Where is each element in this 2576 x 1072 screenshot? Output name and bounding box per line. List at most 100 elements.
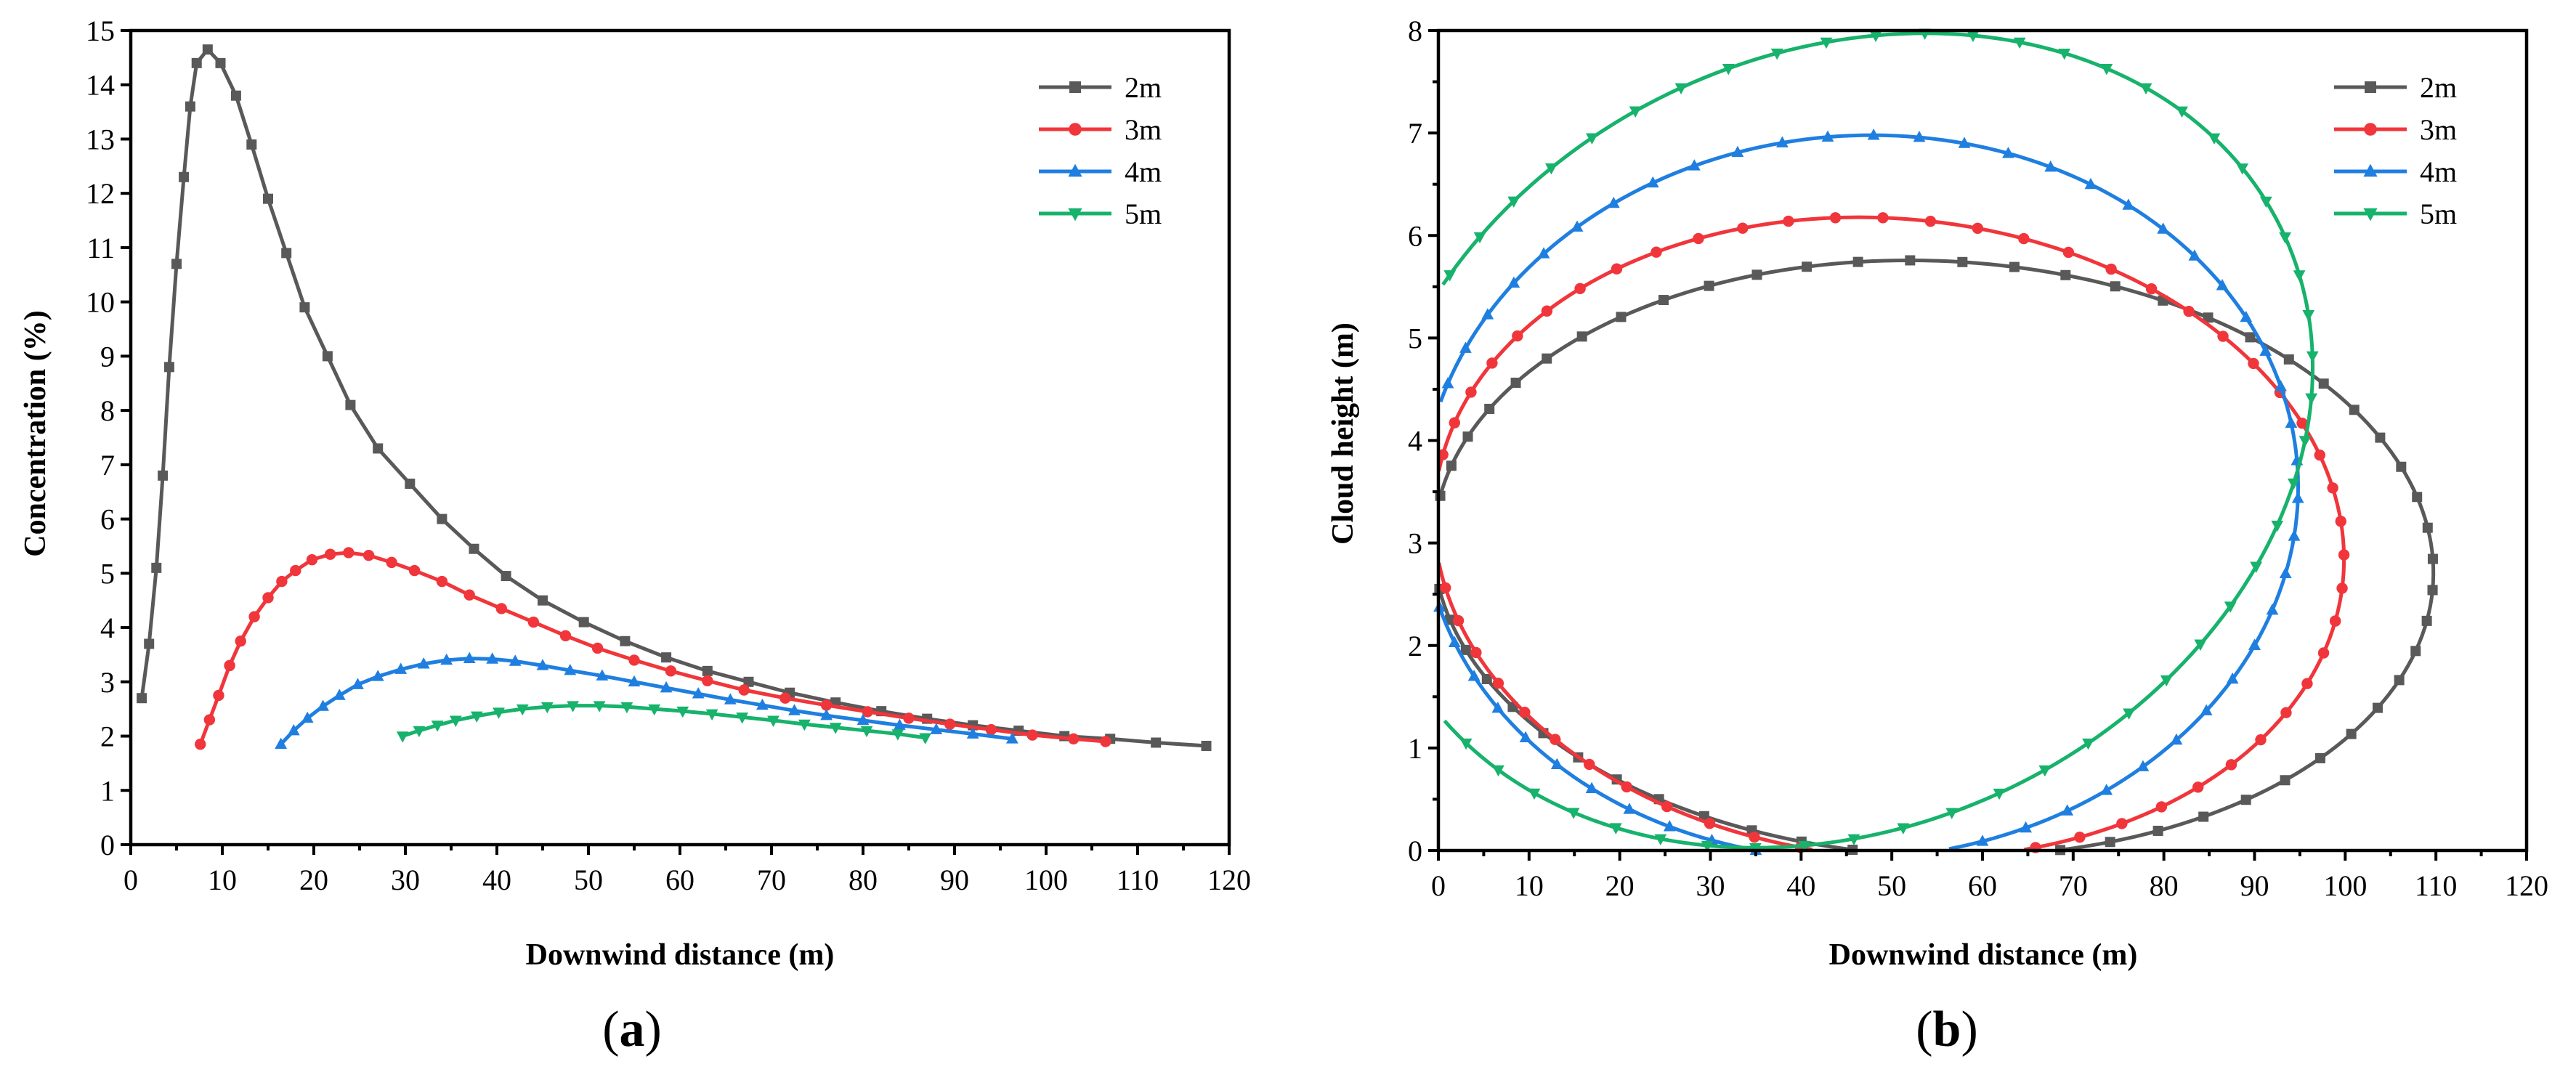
data-point-5m bbox=[705, 709, 718, 720]
data-point-4m bbox=[333, 689, 346, 700]
data-point-5m bbox=[1701, 840, 1714, 853]
data-point-3m bbox=[2336, 582, 2348, 594]
data-point-5m bbox=[860, 726, 873, 738]
data-point-4m bbox=[930, 723, 943, 734]
data-point-5m bbox=[2305, 393, 2318, 405]
data-point-3m bbox=[1068, 733, 1080, 744]
y-tick-label: 2 bbox=[100, 720, 115, 753]
data-point-3m bbox=[628, 654, 640, 666]
legend-label-2m: 2m bbox=[1125, 71, 1162, 104]
data-point-5m bbox=[2298, 436, 2312, 447]
data-point-4m bbox=[966, 727, 979, 739]
data-point-3m bbox=[2074, 832, 2086, 843]
data-point-2m bbox=[2396, 461, 2407, 472]
data-point-3m bbox=[2329, 615, 2341, 627]
series-line-5m bbox=[1441, 31, 2315, 646]
data-point-5m bbox=[1609, 823, 1622, 835]
y-tick-label: 1 bbox=[1408, 732, 1422, 765]
data-point-3m bbox=[436, 575, 448, 588]
data-point-2m bbox=[345, 399, 356, 410]
data-point-2m bbox=[1151, 737, 1162, 748]
data-point-3m bbox=[2155, 801, 2168, 813]
data-point-5m bbox=[2123, 708, 2135, 720]
data-point-4m bbox=[2275, 380, 2287, 391]
data-point-2m bbox=[2009, 261, 2020, 272]
data-point-5m bbox=[2224, 601, 2237, 613]
data-point-2m bbox=[1616, 312, 1627, 322]
data-point-3m bbox=[1026, 729, 1038, 741]
x-tick-label: 40 bbox=[482, 864, 511, 896]
data-point-3m bbox=[985, 723, 997, 736]
legend: 2m 3m 4m 5m bbox=[2334, 71, 2457, 230]
x-tick-label: 100 bbox=[1024, 864, 1068, 896]
data-point-3m bbox=[1449, 417, 1460, 429]
data-point-4m bbox=[894, 718, 906, 730]
caption-letter: b bbox=[1933, 1002, 1961, 1057]
data-point-3m bbox=[2018, 232, 2030, 245]
data-point-4m bbox=[486, 652, 499, 664]
data-point-5m bbox=[2082, 738, 2094, 750]
data-point-4m bbox=[394, 662, 408, 674]
data-point-3m bbox=[235, 636, 246, 647]
data-point-5m bbox=[2194, 639, 2207, 651]
data-point-2m bbox=[171, 259, 182, 269]
data-point-5m bbox=[767, 715, 779, 727]
data-point-2m bbox=[2375, 432, 2386, 443]
x-tick-label: 20 bbox=[1605, 869, 1635, 902]
data-point-2m bbox=[1751, 269, 1762, 280]
data-point-4m bbox=[1068, 163, 1082, 177]
data-point-4m bbox=[2279, 567, 2292, 579]
data-point-4m bbox=[1441, 377, 1454, 389]
chart-panel-b: 0 10 20 30 40 50 60 70 80 90 100 110 120 0 1 2 3 4 5 6 7 8 2m… bbox=[1327, 15, 2548, 1057]
data-point-4m bbox=[660, 681, 673, 693]
data-point-3m bbox=[2327, 482, 2338, 494]
data-point-4m bbox=[1467, 670, 1481, 681]
data-point-3m bbox=[1924, 215, 1937, 227]
legend-label-5m: 5m bbox=[2420, 198, 2457, 230]
data-point-3m bbox=[2116, 818, 2128, 829]
data-point-4m bbox=[1958, 137, 1971, 148]
data-point-2m bbox=[1704, 280, 1714, 291]
data-point-5m bbox=[2293, 270, 2306, 282]
legend-label-5m: 5m bbox=[1125, 198, 1162, 230]
data-point-4m bbox=[2020, 821, 2032, 833]
data-point-3m bbox=[1550, 734, 1561, 745]
data-point-3m bbox=[1737, 222, 1749, 234]
data-point-4m bbox=[1537, 247, 1550, 259]
x-tick-label: 0 bbox=[1431, 869, 1446, 902]
data-point-2m bbox=[373, 443, 384, 454]
data-point-3m bbox=[820, 699, 833, 711]
data-point-4m bbox=[2285, 416, 2298, 428]
x-tick-label: 0 bbox=[123, 864, 138, 896]
data-point-4m bbox=[2288, 529, 2301, 541]
data-point-3m bbox=[1541, 305, 1553, 317]
data-point-2m bbox=[2349, 405, 2360, 415]
y-tick-label: 5 bbox=[1408, 322, 1422, 354]
data-point-3m bbox=[1829, 212, 1842, 224]
data-point-2m bbox=[2427, 553, 2438, 564]
data-point-5m bbox=[1820, 37, 1833, 49]
data-point-2m bbox=[215, 57, 226, 68]
data-point-2m bbox=[191, 57, 202, 68]
data-point-5m bbox=[1993, 788, 2006, 800]
data-point-3m bbox=[2280, 707, 2292, 718]
data-point-3m bbox=[1069, 123, 1082, 136]
y-tick-label: 3 bbox=[1408, 527, 1422, 560]
data-point-3m bbox=[2192, 781, 2204, 793]
data-point-4m bbox=[1913, 130, 1926, 142]
data-point-4m bbox=[2200, 704, 2213, 715]
data-point-2m bbox=[2203, 312, 2214, 323]
data-point-4m bbox=[440, 653, 453, 665]
data-point-2m bbox=[1484, 403, 1495, 414]
data-point-2m bbox=[1905, 255, 1916, 266]
data-point-3m bbox=[738, 684, 750, 696]
data-point-2m bbox=[151, 562, 162, 573]
x-tick-label: 60 bbox=[665, 864, 694, 896]
data-point-3m bbox=[343, 547, 355, 559]
data-point-3m bbox=[224, 659, 235, 672]
data-point-3m bbox=[2301, 678, 2313, 689]
data-point-3m bbox=[591, 642, 604, 654]
data-point-2m bbox=[2110, 281, 2121, 292]
data-point-3m bbox=[1465, 386, 1477, 398]
data-point-5m bbox=[1492, 765, 1504, 777]
